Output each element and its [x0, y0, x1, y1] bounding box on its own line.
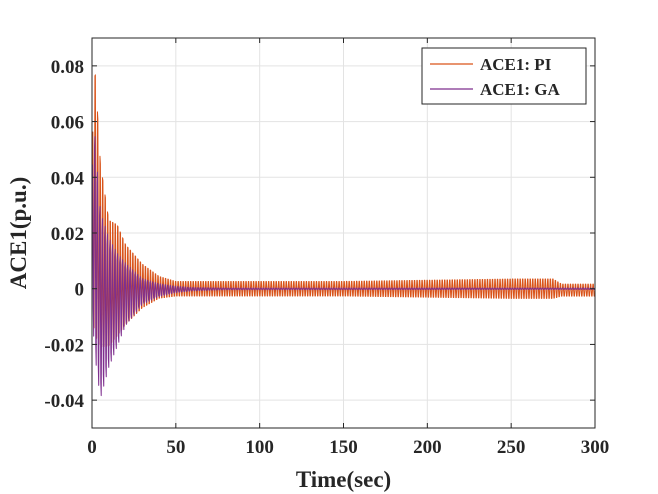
y-tick-label: 0.04 — [51, 168, 85, 189]
x-tick-label: 200 — [413, 437, 442, 458]
legend: ACE1: PI ACE1: GA — [421, 47, 587, 105]
x-tick-label: 100 — [245, 437, 274, 458]
y-tick-label: -0.04 — [44, 391, 84, 412]
y-tick-label: 0.08 — [51, 57, 84, 78]
x-tick-label: 300 — [581, 437, 610, 458]
x-axis-label: Time(sec) — [296, 467, 391, 492]
ticks: 0 50 100 150 200 250 300 -0.04 -0.02 0 0.02 0.04 0.0… — [44, 38, 609, 458]
series-ga-line — [92, 136, 595, 397]
y-tick-label: 0.06 — [51, 113, 84, 134]
y-tick-label: 0 — [75, 280, 85, 301]
x-tick-label: 50 — [166, 437, 185, 458]
y-tick-label: -0.02 — [44, 335, 84, 356]
y-axis-label: ACE1(p.u.) — [6, 177, 31, 289]
legend-label-pi: ACE1: PI — [480, 55, 552, 74]
x-tick-label: 150 — [329, 437, 358, 458]
x-tick-label: 250 — [497, 437, 526, 458]
series-layer — [92, 74, 595, 397]
legend-box — [421, 47, 587, 105]
x-tick-label: 0 — [87, 437, 97, 458]
legend-label-ga: ACE1: GA — [480, 80, 561, 99]
y-tick-label: 0.02 — [51, 224, 84, 245]
